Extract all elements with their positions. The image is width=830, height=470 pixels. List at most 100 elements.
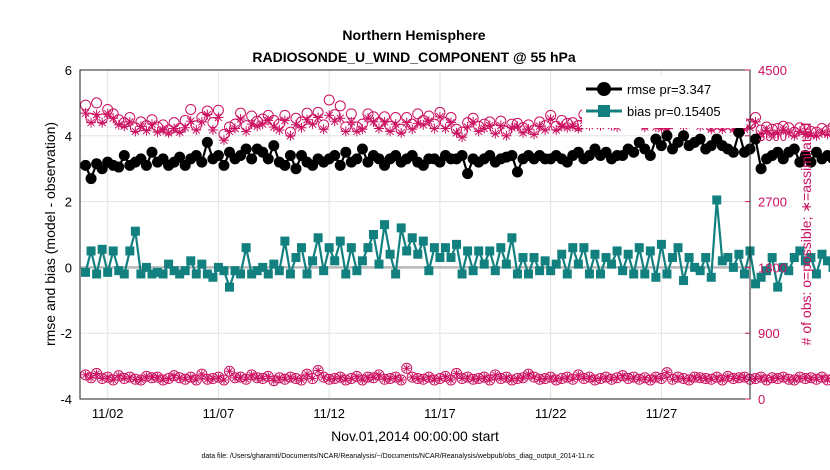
assimilated-obs-point (434, 111, 445, 122)
possible-obs-point (827, 122, 830, 132)
bias-point (391, 269, 401, 279)
rmse-point (506, 150, 518, 162)
bias-point (446, 253, 456, 263)
asterisk-stroke (347, 118, 356, 126)
assimilated-obs-point (97, 117, 108, 128)
asterisk-stroke (380, 118, 389, 126)
assimilated-obs-point (418, 119, 429, 130)
asterisk-stroke (242, 376, 250, 383)
bias-point (778, 262, 788, 272)
low-obs-circle (606, 373, 618, 385)
low-obs-circle (639, 372, 651, 384)
assimilated-obs-point (329, 116, 340, 127)
assimilated-obs-point (540, 124, 551, 135)
assimilated-obs-point (368, 116, 379, 127)
bias-point (302, 269, 312, 279)
low-obs-point (113, 370, 125, 382)
rmse-point (262, 153, 274, 165)
asterisk-stroke (469, 118, 478, 126)
assimilated-obs-point (429, 123, 440, 134)
asterisk-stroke (286, 131, 295, 140)
asterisk-stroke (231, 374, 239, 381)
assimilated-obs-point (335, 113, 346, 124)
low-obs-circle (644, 374, 656, 386)
bias-point (579, 243, 589, 253)
bias-point (673, 243, 683, 253)
assimilated-obs-point (213, 112, 224, 123)
rmse-point (218, 159, 230, 171)
low-obs-circle (207, 373, 219, 385)
low-obs-point (755, 371, 767, 383)
low-obs-point (185, 371, 197, 383)
low-obs-point (367, 372, 379, 384)
asterisk-stroke (647, 376, 654, 384)
bias-point (335, 236, 345, 246)
low-obs-circle (356, 374, 368, 386)
low-obs-circle (135, 374, 147, 386)
bias-point (402, 246, 412, 256)
chart-title: Northern Hemisphere (342, 27, 485, 43)
assimilated-obs-point (484, 120, 495, 131)
x-tick-label: 11/02 (92, 406, 124, 421)
asterisk-stroke (209, 126, 217, 134)
bias-point (690, 262, 700, 272)
low-obs-circle (240, 373, 252, 385)
bias-point (125, 246, 135, 256)
bias-point (662, 269, 672, 279)
bias-point (728, 262, 738, 272)
asterisk-stroke (392, 373, 399, 381)
asterisk-stroke (773, 128, 782, 137)
asterisk-stroke (104, 373, 111, 381)
assimilated-obs-point (80, 108, 91, 119)
asterisk-stroke (685, 376, 693, 384)
low-obs-point (135, 374, 147, 386)
assimilated-obs-point (545, 113, 556, 124)
low-obs-circle (478, 371, 490, 383)
low-obs-point (545, 371, 557, 383)
bias-point (723, 253, 733, 263)
bias-point (158, 269, 168, 279)
bias-point (573, 259, 583, 269)
low-obs-point (816, 371, 828, 383)
asterisk-stroke (691, 373, 698, 381)
x-tick-label: 11/17 (424, 406, 456, 421)
assimilated-obs-point (268, 122, 279, 133)
asterisk-stroke (154, 373, 161, 381)
asterisk-stroke (225, 127, 234, 136)
bias-point (247, 269, 257, 279)
low-obs-point (644, 374, 656, 386)
low-obs-circle (810, 373, 822, 385)
asterisk-stroke (784, 128, 793, 137)
assimilated-obs-point (374, 123, 385, 134)
bias-point (136, 269, 146, 279)
low-obs-circle (772, 373, 784, 385)
bias-point (236, 269, 246, 279)
bias-point (590, 249, 600, 259)
possible-obs-point (323, 94, 335, 106)
asterisk-stroke (175, 128, 184, 137)
bias-point (363, 243, 373, 253)
asterisk-stroke (292, 120, 300, 129)
asterisk-stroke (519, 374, 527, 381)
asterisk-stroke (491, 129, 500, 138)
low-obs-circle (661, 367, 673, 379)
low-obs-circle (822, 374, 830, 386)
assimilated-obs-point (479, 123, 490, 134)
rmse-point (80, 159, 92, 171)
asterisk-stroke (170, 124, 179, 133)
asterisk-stroke (397, 128, 406, 137)
series-rmse (80, 127, 830, 185)
asterisk-stroke (569, 376, 576, 383)
rmse-point (356, 143, 368, 155)
assimilated-obs-point (340, 126, 351, 137)
y-axis-right-label: # of obs: o=possible; ∗=assimilated (798, 123, 814, 346)
bias-point (551, 259, 561, 269)
low-obs-point (356, 374, 368, 386)
assimilated-obs-point (772, 127, 783, 138)
possible-obs-point (334, 100, 346, 112)
asterisk-stroke (757, 373, 765, 381)
low-obs-circle (279, 373, 291, 385)
asterisk-stroke (359, 376, 366, 384)
bias-point (739, 269, 749, 279)
low-obs-circle (107, 374, 119, 386)
